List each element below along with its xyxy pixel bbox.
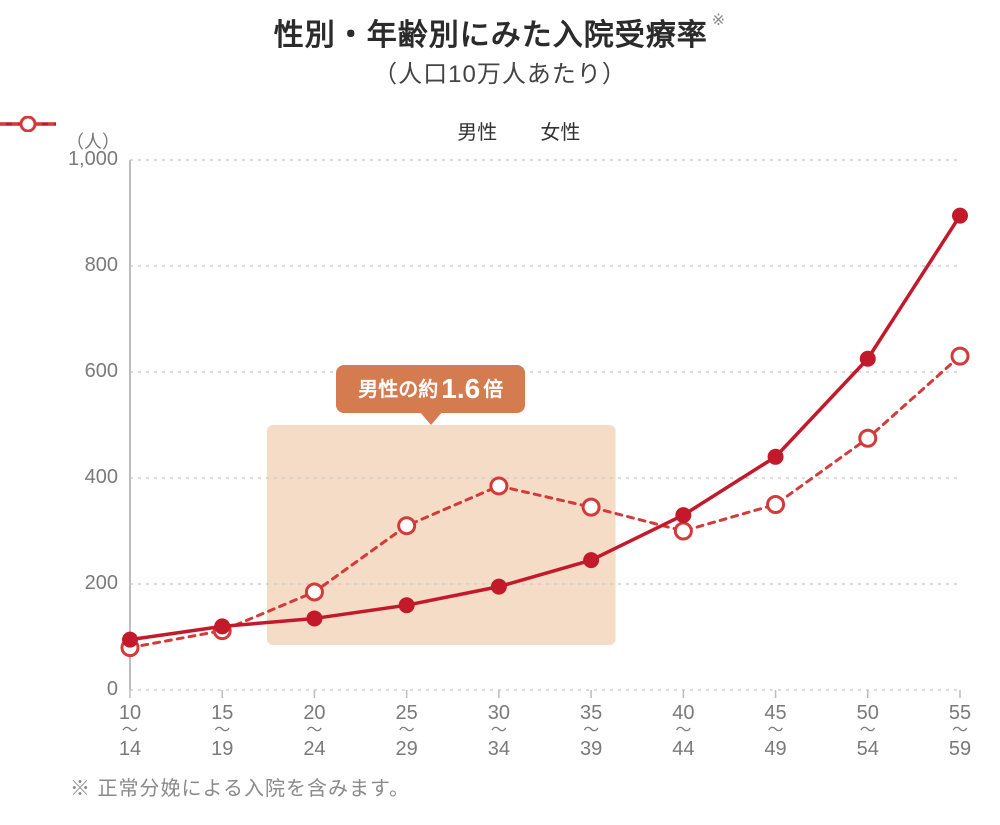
highlight-callout: 男性の約1.6倍 [336, 365, 525, 413]
y-tick-label: 600 [38, 360, 118, 383]
x-tick-label: 25〜29 [382, 702, 432, 761]
x-tick-label: 55〜59 [935, 702, 985, 761]
y-tick-label: 800 [38, 254, 118, 277]
y-tick-label: 0 [38, 678, 118, 701]
y-tick-label: 200 [38, 572, 118, 595]
x-axis-unit: （歳） [988, 704, 1000, 730]
callout-suffix: 倍 [483, 379, 503, 401]
footnote: ※ 正常分娩による入院を含みます。 [70, 772, 410, 801]
x-tick-label: 20〜24 [289, 702, 339, 761]
x-tick-label: 35〜39 [566, 702, 616, 761]
x-tick-label: 50〜54 [843, 702, 893, 761]
x-tick-label: 40〜44 [658, 702, 708, 761]
y-tick-label: 1,000 [38, 148, 118, 171]
x-tick-label: 10〜14 [105, 702, 155, 761]
x-tick-label: 15〜19 [197, 702, 247, 761]
callout-prefix: 男性の約 [358, 379, 438, 401]
x-tick-label: 45〜49 [751, 702, 801, 761]
x-tick-label: 30〜34 [474, 702, 524, 761]
y-tick-label: 400 [38, 466, 118, 489]
chart-container: 性別・年齢別にみた入院受療率※ （人口10万人あたり） 男性 女性 （人） 男性… [0, 0, 1000, 825]
callout-value: 1.6 [441, 373, 480, 404]
